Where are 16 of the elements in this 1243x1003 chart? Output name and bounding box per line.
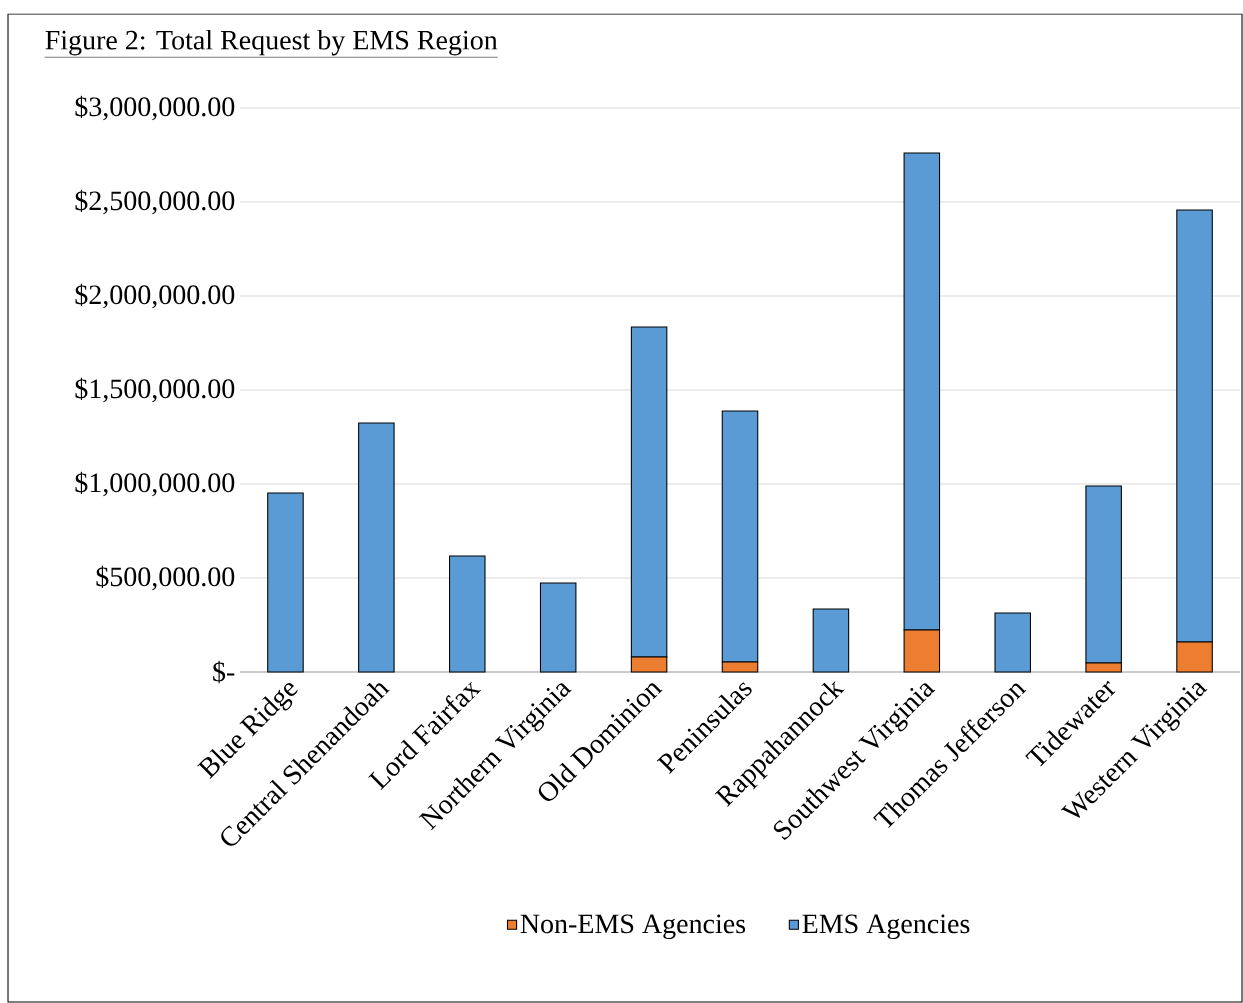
y-tick-label: $2,500,000.00 [75,189,235,215]
y-tick-label: $2,000,000.00 [75,283,235,309]
y-tick-label: $3,000,000.00 [75,95,235,121]
y-tick-label: $1,500,000.00 [75,377,235,403]
bar [812,608,850,673]
legend-label: Non-EMS Agencies [520,914,746,940]
chart-title: Figure 2: Total Request by EMS Region [45,29,498,56]
bar [994,612,1031,673]
bar [539,582,577,673]
bar [267,492,304,673]
bar [449,555,486,673]
y-tick-label: $- [213,660,235,684]
y-tick-label: $500,000.00 [96,565,235,591]
legend-label: EMS Agencies [802,914,970,940]
y-tick-label: $1,000,000.00 [75,471,235,497]
bar [358,422,395,673]
